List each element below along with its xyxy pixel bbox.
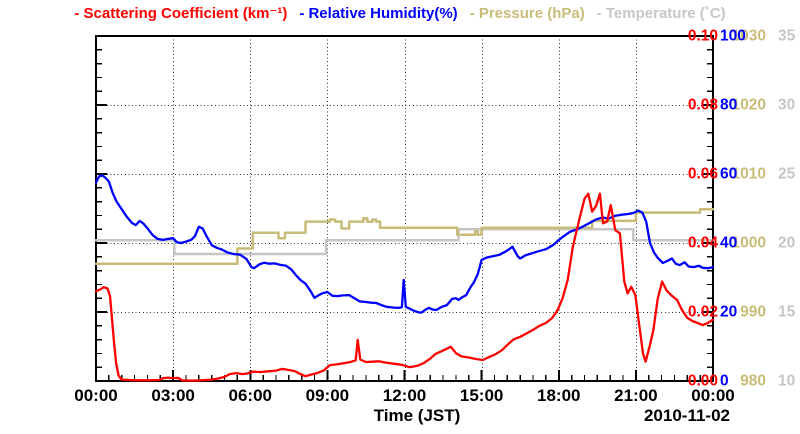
legend-item-humidity: - Relative Humidity(%) <box>299 5 458 22</box>
tick-label-temperature: 10 <box>778 372 796 390</box>
tick-label-humidity: 100 <box>720 27 746 45</box>
tick-label-scattering: 0.10 <box>687 27 718 45</box>
legend-item-scattering: - Scattering Coefficient (km⁻¹) <box>74 5 288 22</box>
tick-label-temperature: 15 <box>778 303 796 321</box>
tick-label-temperature: 25 <box>778 165 796 183</box>
series-scattering <box>94 192 715 382</box>
tick-label-pressure: 990 <box>740 303 766 321</box>
tick-label-humidity: 60 <box>720 165 738 183</box>
x-tick-label: 21:00 <box>614 386 658 405</box>
tick-label-humidity: 40 <box>720 234 738 252</box>
grid-and-ticks <box>95 35 714 382</box>
tick-label-pressure: 980 <box>740 372 766 390</box>
x-tick-label: 00:00 <box>74 386 118 405</box>
series-temperature <box>94 227 715 256</box>
tick-label-scattering: 0.00 <box>687 372 718 390</box>
tick-label-humidity: 80 <box>720 96 738 114</box>
tick-label-scattering: 0.02 <box>687 303 718 321</box>
tick-label-temperature: 20 <box>778 234 796 252</box>
x-tick-label: 06:00 <box>228 386 272 405</box>
tick-label-pressure: 1020 <box>731 96 766 114</box>
legend-item-pressure: - Pressure (hPa) <box>469 5 585 22</box>
x-tick-label: 15:00 <box>459 386 504 405</box>
tick-label-pressure: 1010 <box>731 165 766 183</box>
tick-label-humidity: 20 <box>720 303 738 321</box>
tick-label-humidity: 0 <box>720 372 729 390</box>
x-tick-label: 18:00 <box>537 386 581 405</box>
legend-item-temperature: - Temperature (˚C) <box>596 5 726 22</box>
x-tick-label: 03:00 <box>151 386 195 405</box>
series-pressure <box>94 207 715 265</box>
tick-label-pressure: 1000 <box>731 234 766 252</box>
x-tick-label: 00:00 <box>691 386 735 405</box>
x-tick-label: 09:00 <box>305 386 350 405</box>
x-axis-title: Time (JST) <box>373 406 461 425</box>
tick-label-temperature: 35 <box>778 27 796 45</box>
tick-label-pressure: 1030 <box>731 27 766 45</box>
tick-label-scattering: 0.04 <box>687 234 718 252</box>
chart-legend: - Scattering Coefficient (km⁻¹) - Relativ… <box>0 5 800 23</box>
tick-label-scattering: 0.06 <box>687 165 718 183</box>
tick-label-scattering: 0.08 <box>687 96 718 114</box>
date-label: 2010-11-02 <box>643 406 730 425</box>
tick-label-temperature: 30 <box>778 96 796 114</box>
x-tick-label: 12:00 <box>382 386 427 405</box>
